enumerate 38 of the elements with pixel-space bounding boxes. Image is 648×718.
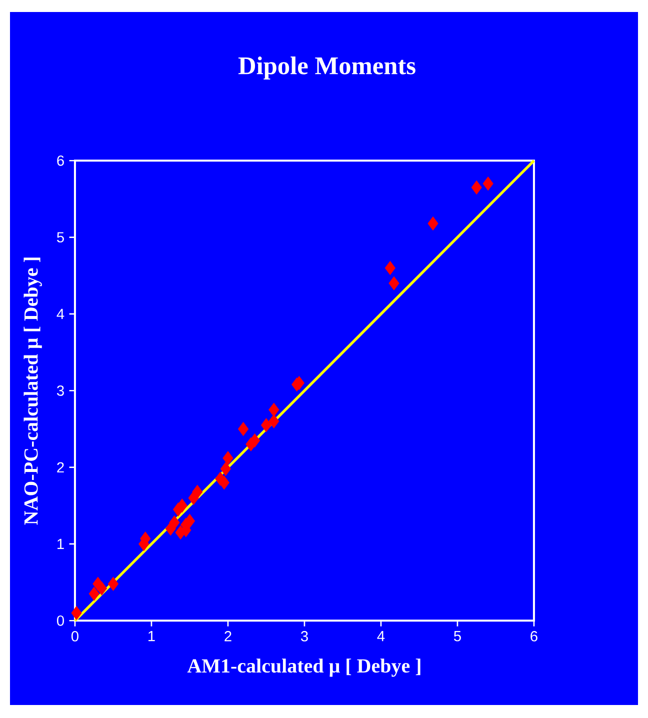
point: [268, 414, 280, 428]
y-tick-label: 0: [56, 615, 64, 626]
y-tick-label: 2: [57, 462, 64, 472]
x-tick-label: 1: [148, 631, 155, 642]
y-tick-label: 1: [58, 538, 64, 550]
point: [176, 498, 188, 513]
point: [268, 402, 280, 417]
point: [192, 484, 203, 499]
x-tick-label: 4: [377, 631, 385, 642]
point: [482, 176, 494, 191]
x-tick-label: 2: [224, 631, 232, 642]
point: [260, 418, 272, 432]
y-tick-label: 4: [56, 308, 64, 320]
x-tick-label: 6: [530, 631, 538, 642]
point: [96, 581, 108, 596]
point: [218, 476, 230, 490]
y-tick-label: 5: [56, 232, 64, 242]
point: [71, 606, 82, 620]
point: [222, 451, 234, 466]
x-tick-label: 0: [71, 631, 78, 642]
x-tick-label: 3: [300, 631, 308, 642]
y-tick-label: 6: [57, 155, 64, 166]
x-axis-title: AM1-calculated μ [ Debye ]: [187, 658, 420, 677]
y-axis-title: NAO-PC-calculated μ [ Debye ]: [24, 258, 42, 525]
point: [388, 276, 400, 290]
point: [184, 514, 195, 528]
point: [428, 216, 438, 230]
point: [471, 180, 482, 194]
point: [249, 434, 260, 448]
point: [220, 462, 231, 476]
point: [169, 516, 180, 530]
point: [384, 261, 396, 275]
chart-title: Dipole Moments: [238, 56, 416, 80]
point: [238, 422, 249, 436]
point: [88, 586, 100, 601]
x-tick-label: 5: [454, 631, 461, 642]
y-tick-label: 3: [56, 385, 64, 396]
point: [108, 576, 118, 591]
